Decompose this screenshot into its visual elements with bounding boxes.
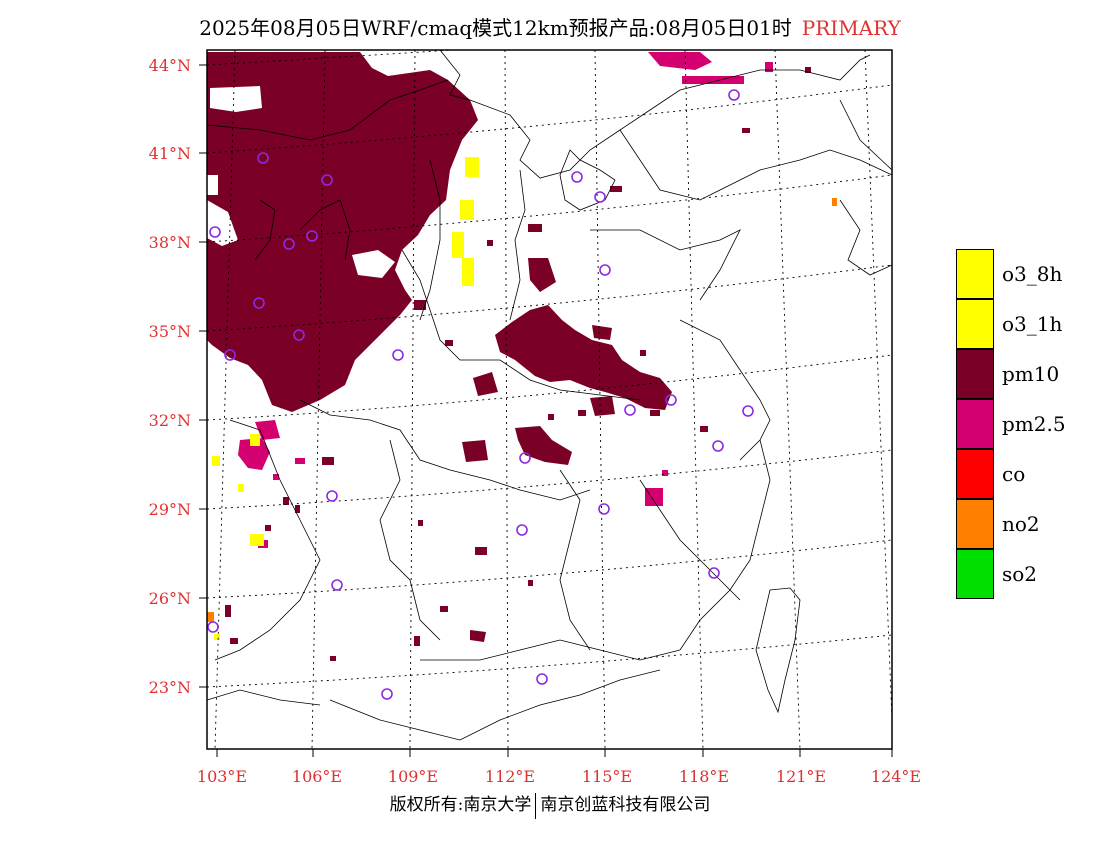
legend-label-o3-8h: o3_8h [1002,262,1063,286]
legend-label-pm10: pm10 [1002,362,1060,386]
lon-label-112: 112°E [485,767,535,786]
legend-label-so2: so2 [1002,562,1038,586]
pm10-patch-2 [590,396,615,416]
clear-patch-1 [210,86,262,112]
longitude-labels: 103°E 106°E 109°E 112°E 115°E 118°E 121°… [197,767,921,786]
legend-swatch-no2 [956,499,994,549]
pm10-patch-7 [632,378,668,402]
copyright-left: 版权所有:南京大学 [389,795,532,815]
pm10-specks [225,67,811,661]
footer-separator [535,792,537,819]
lat-label-32: 32°N [149,411,191,430]
lat-label-35: 35°N [149,322,191,341]
legend-swatch-pm25 [956,399,994,449]
graticule [207,50,892,749]
map-frame [206,49,893,750]
o3-patches [212,157,479,640]
pm10-patch-1 [473,372,498,396]
axis-ticks [199,64,893,757]
pm10-region-central [495,305,672,410]
pm10-patch-6 [592,325,612,340]
legend-label-pm25: pm2.5 [1002,412,1066,436]
lon-label-121: 121°E [776,767,826,786]
legend-swatch-o3-8h [956,249,994,299]
map-title: 2025年08月05日WRF/cmaq模式12km预报产品:08月05日01时 P… [0,12,1100,41]
no2-patches [207,198,837,622]
legend-swatch-pm10 [956,349,994,399]
pm10-region-northwest [207,52,478,412]
legend-label-o3-1h: o3_1h [1002,312,1063,336]
latitude-labels: 44°N 41°N 38°N 35°N 32°N 29°N 26°N 23°N [149,56,191,697]
lat-label-38: 38°N [149,233,191,252]
lat-label-23: 23°N [149,678,191,697]
lat-label-44: 44°N [149,56,191,75]
lat-label-41: 41°N [149,144,191,163]
lon-label-106: 106°E [292,767,342,786]
clear-patch-4 [207,200,238,246]
legend-label-co: co [1002,462,1026,486]
pm10-patch-5 [528,258,556,292]
map-clip-group [207,50,892,749]
legend-swatch-so2 [956,549,994,599]
pm10-patch-8 [470,630,486,642]
lat-label-26: 26°N [149,589,191,608]
station-markers [207,89,754,700]
clear-patch-2 [207,175,218,195]
pm10-patch-4 [462,440,488,462]
legend-swatch-o3-1h [956,299,994,349]
lon-label-103: 103°E [197,767,247,786]
title-text: 2025年08月05日WRF/cmaq模式12km预报产品:08月05日01时 [199,16,792,40]
legend-swatch-co [956,449,994,499]
legend-label-no2: no2 [1002,512,1040,536]
copyright-footer: 版权所有:南京大学 南京创蓝科技有限公司 [0,790,1100,819]
lat-label-29: 29°N [149,500,191,519]
copyright-right: 南京创蓝科技有限公司 [540,795,711,815]
boundary-lines [207,50,892,741]
lon-label-109: 109°E [388,767,438,786]
clear-patch-3 [352,250,395,278]
lon-label-124: 124°E [871,767,921,786]
lon-label-115: 115°E [582,767,632,786]
title-tag: PRIMARY [801,16,901,40]
lon-label-118: 118°E [679,767,729,786]
